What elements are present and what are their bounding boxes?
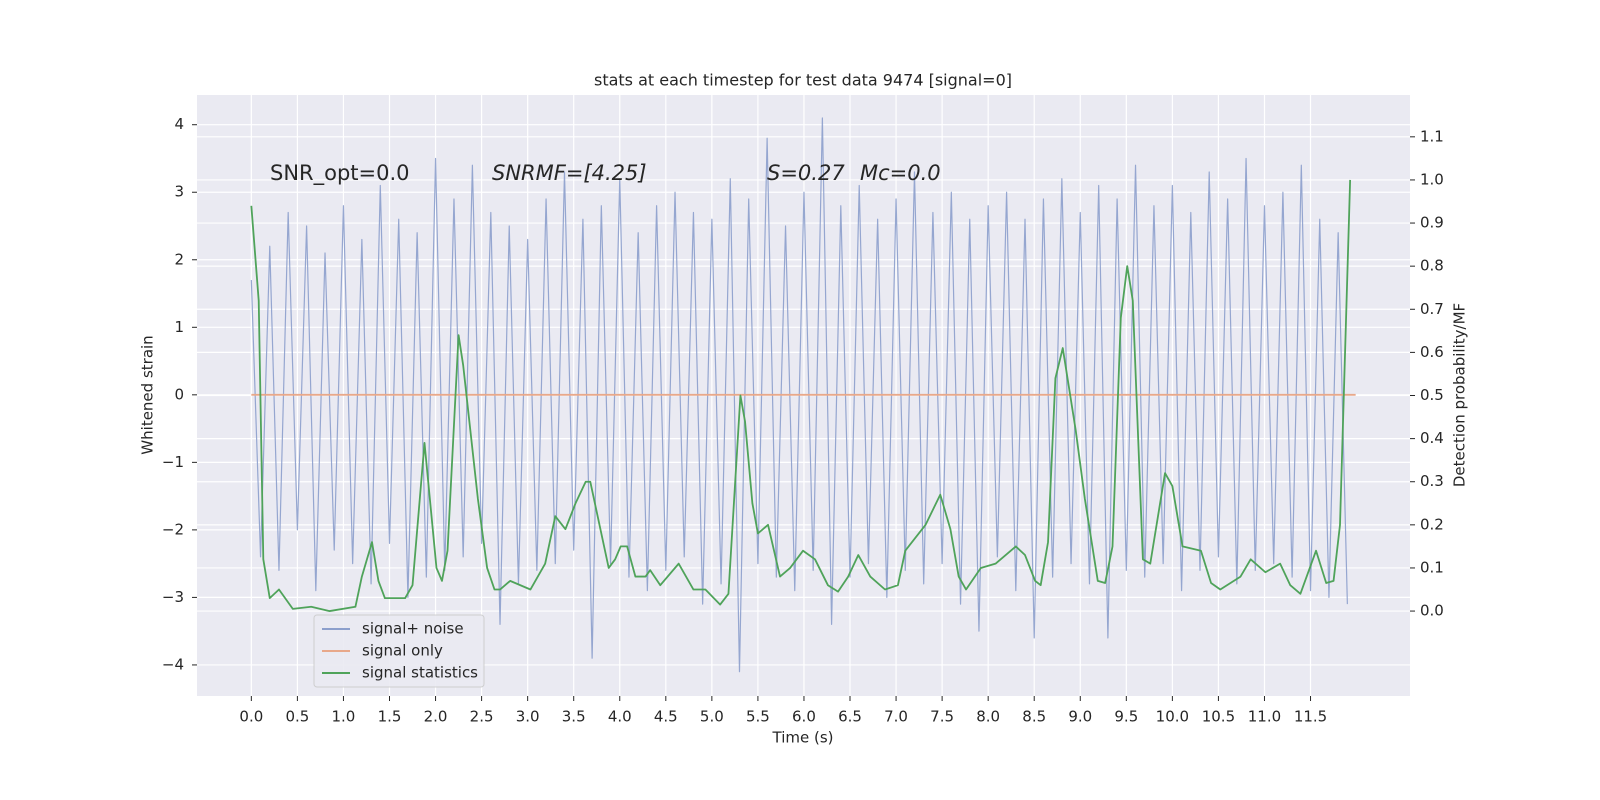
series-line: [250, 117, 1348, 673]
x-tick-label: 1.5: [378, 708, 402, 726]
y-tick-label: −4: [162, 655, 184, 673]
legend-label: signal+ noise: [362, 620, 464, 638]
y-tick-label: 3: [174, 183, 184, 201]
x-tick-label: 11.5: [1294, 708, 1327, 726]
x-tick-label: 2.5: [470, 708, 494, 726]
x-tick-label: 6.0: [792, 708, 816, 726]
x-tick-label: 10.5: [1202, 708, 1235, 726]
x-tick-label: 5.0: [700, 708, 724, 726]
y-tick-label: 1: [174, 318, 184, 336]
y2-axis-label: Detection probability/MF: [1451, 303, 1469, 487]
y-tick-label: −3: [162, 588, 184, 606]
legend-label: signal only: [362, 642, 443, 660]
y2-tick-label: 1.0: [1420, 170, 1444, 188]
annotation: SNR_opt=0.0: [270, 161, 410, 186]
y2-tick-label: 0.3: [1420, 472, 1444, 490]
y2-tick-label: 0.4: [1420, 429, 1444, 447]
x-tick-label: 1.0: [332, 708, 356, 726]
y2-tick-label: 0.0: [1420, 602, 1444, 620]
chart-title: stats at each timestep for test data 947…: [594, 71, 1012, 90]
x-tick-label: 9.0: [1068, 708, 1092, 726]
y2-tick-label: 0.9: [1420, 214, 1444, 232]
x-tick-label: 0.0: [239, 708, 263, 726]
x-tick-label: 8.0: [976, 708, 1000, 726]
x-tick-label: 9.5: [1114, 708, 1138, 726]
x-tick-label: 8.5: [1022, 708, 1046, 726]
legend-label: signal statistics: [362, 664, 478, 682]
y2-tick-label: 0.2: [1420, 515, 1444, 533]
annotation: S=0.27: [767, 161, 845, 185]
y-tick-label: −1: [162, 453, 184, 471]
x-tick-label: 0.5: [285, 708, 309, 726]
x-tick-label: 4.5: [654, 708, 678, 726]
y-axis-label: Whitened strain: [139, 335, 157, 454]
y-tick-label: 4: [174, 115, 184, 133]
x-tick-label: 5.5: [746, 708, 770, 726]
annotation: Mc=0.0: [860, 161, 941, 185]
x-axis-label: Time (s): [772, 729, 834, 747]
y-tick-label: −2: [162, 520, 184, 538]
y2-tick-label: 1.1: [1420, 127, 1444, 145]
x-tick-label: 6.5: [838, 708, 862, 726]
annotation: SNRMF=[4.25]: [492, 161, 647, 185]
x-tick-label: 4.0: [608, 708, 632, 726]
y2-tick-label: 0.7: [1420, 300, 1444, 318]
x-tick-label: 2.0: [424, 708, 448, 726]
y-tick-label: 0: [174, 385, 184, 403]
legend-box: [313, 614, 485, 688]
x-tick-label: 7.5: [930, 708, 954, 726]
x-tick-label: 3.0: [516, 708, 540, 726]
series-line: [250, 179, 1352, 612]
y2-tick-label: 0.8: [1420, 257, 1444, 275]
x-tick-label: 3.5: [562, 708, 586, 726]
y-tick-label: 2: [174, 250, 184, 268]
x-tick-label: 7.0: [884, 708, 908, 726]
x-tick-label: 10.0: [1156, 708, 1189, 726]
y2-tick-label: 0.5: [1420, 386, 1444, 404]
y2-tick-label: 0.1: [1420, 558, 1444, 576]
y2-tick-label: 0.6: [1420, 343, 1444, 361]
x-tick-label: 11.0: [1248, 708, 1281, 726]
